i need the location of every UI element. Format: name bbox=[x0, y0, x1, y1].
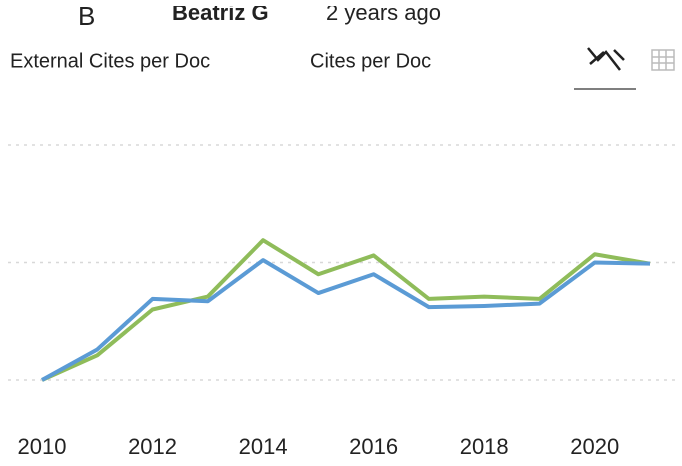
legend-entry[interactable]: External Cites per Doc bbox=[10, 50, 210, 72]
x-tick-label: 2010 bbox=[18, 434, 67, 459]
x-tick-label: 2012 bbox=[128, 434, 177, 459]
series-line bbox=[41, 258, 651, 382]
line-icon[interactable] bbox=[574, 47, 636, 90]
legend-entry[interactable]: Cites per Doc bbox=[310, 50, 431, 72]
series-line bbox=[41, 238, 651, 382]
x-tick-label: 2020 bbox=[570, 434, 619, 459]
x-tick-label: 2016 bbox=[349, 434, 398, 459]
avatar-initial: B bbox=[78, 1, 95, 31]
table-icon[interactable] bbox=[651, 49, 675, 71]
clip bbox=[0, 0, 682, 6]
x-tick-label: 2014 bbox=[239, 434, 288, 459]
x-tick-label: 2018 bbox=[460, 434, 509, 459]
